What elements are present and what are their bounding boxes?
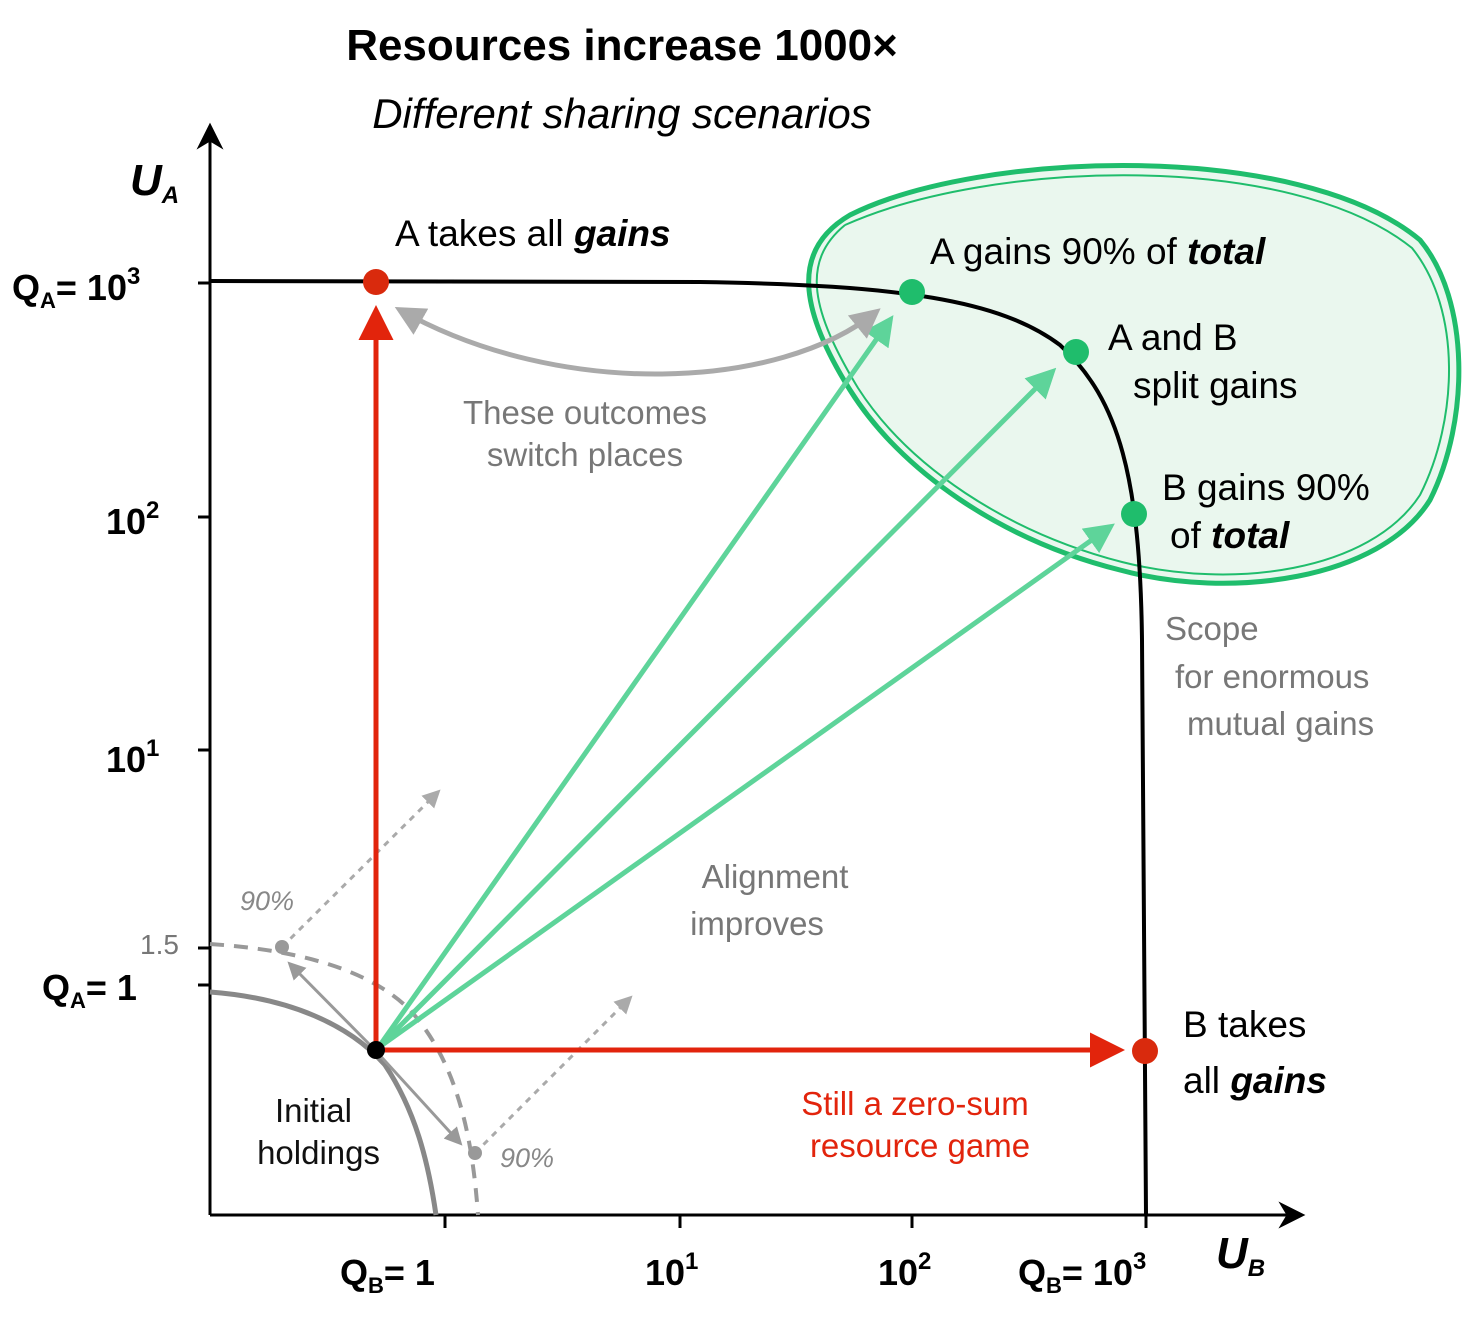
switch-places-arrow [394,307,881,377]
note-alignment-2: improves [690,905,824,942]
label-b-takes-all-1: B takes [1183,1004,1306,1045]
note-initial-1: Initial [275,1092,352,1129]
y-tick-label-10: 101 [106,735,159,780]
frontier-1-5x [209,942,480,1216]
label-a-takes-all: A takes all gains [395,213,671,254]
label-split-1: A and B [1108,317,1238,358]
x-tick-label-qb-1: QB= 1 [340,1252,435,1298]
y-axis-label: UA [130,156,179,209]
label-b-takes-all-2: all gains [1183,1060,1327,1101]
x-axis-label: UB [1216,1229,1265,1282]
x-tick-label-qb-1000: QB= 103 [1018,1248,1146,1298]
green-arrow-a90 [375,315,894,1050]
y-tick-label-qa-1: QA= 1 [42,967,137,1013]
mutual-gains-region-sketch [815,174,1450,576]
dotted-arrow-top [280,789,441,949]
note-switch-1: These outcomes [463,394,707,431]
green-arrow-b90 [376,523,1115,1051]
y-tick-label-1-5: 1.5 [140,929,179,960]
diagram-subtitle: Different sharing scenarios [372,90,872,137]
note-switch-2: switch places [487,436,683,473]
x-tick-label-10: 101 [645,1248,698,1293]
label-b-gains-90-1: B gains 90% [1162,467,1370,508]
green-arrow-split [376,367,1057,1050]
point-a-gains-90 [899,279,925,305]
point-b-gains-90 [1121,501,1147,527]
note-90-bottom: 90% [500,1143,554,1173]
gray-arrow-up [287,961,377,1052]
dotted-arrow-bottom [473,995,633,1155]
note-90-top: 90% [240,886,294,916]
note-zero-sum-2: resource game [810,1127,1030,1164]
x-tick-label-100: 102 [878,1248,931,1293]
label-b-gains-90-2: of total [1170,515,1290,556]
mutual-gains-region [806,162,1462,586]
y-tick-label-100: 102 [106,497,159,542]
label-split-2: split gains [1133,365,1298,406]
y-tick-label-qa-1000: QA= 103 [12,263,140,313]
note-alignment-1: Alignment [702,858,849,895]
note-scope-3: mutual gains [1187,705,1374,742]
note-initial-2: holdings [257,1134,380,1171]
note-scope-2: for enormous [1175,658,1369,695]
point-split [1063,339,1089,365]
label-a-gains-90: A gains 90% of total [930,231,1266,272]
diagram-title: Resources increase 1000× [346,21,898,70]
point-a-takes-all [363,269,389,295]
note-zero-sum-1: Still a zero-sum [801,1085,1028,1122]
point-b-takes-all [1132,1038,1158,1064]
frontier-initial [209,989,439,1216]
note-scope-1: Scope [1165,610,1259,647]
gray-arrow-down [373,1048,463,1146]
point-90-top [275,940,289,954]
point-initial [367,1041,385,1059]
point-90-bottom [468,1146,482,1160]
